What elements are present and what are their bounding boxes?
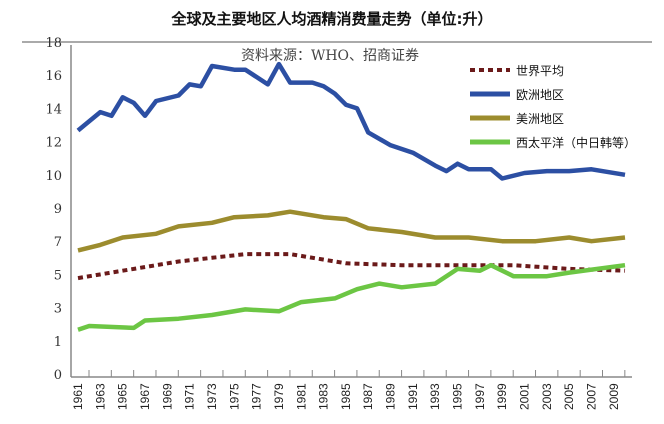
x-tick-label: 2001 bbox=[518, 383, 532, 410]
x-tick-label: 1985 bbox=[339, 383, 353, 410]
x-tick-label: 1991 bbox=[406, 383, 420, 410]
legend-label: 美洲地区 bbox=[516, 112, 564, 126]
x-tick-label: 1965 bbox=[116, 383, 130, 410]
x-tick-label: 1981 bbox=[294, 383, 308, 410]
x-tick-label: 1989 bbox=[384, 383, 398, 410]
x-tick-label: 1961 bbox=[71, 383, 85, 410]
y-tick-label: 1 bbox=[54, 335, 62, 350]
chart-title: 全球及主要地区人均酒精消费量走势（单位:升） bbox=[170, 10, 492, 28]
x-tick-label: 1993 bbox=[428, 383, 442, 410]
x-tick-label: 1983 bbox=[317, 383, 331, 410]
y-tick-label: 14 bbox=[45, 102, 62, 117]
legend-label: 欧洲地区 bbox=[516, 88, 564, 102]
series-line-2 bbox=[77, 209, 626, 253]
x-tick-label: 1987 bbox=[361, 383, 375, 410]
x-tick-label: 1997 bbox=[473, 383, 487, 410]
x-tick-label: 2009 bbox=[607, 383, 621, 410]
x-tick-label: 1975 bbox=[227, 383, 241, 410]
x-tick-label: 2007 bbox=[585, 383, 599, 410]
y-tick-label: 12 bbox=[45, 136, 62, 151]
y-tick-label: 0 bbox=[54, 368, 62, 383]
source-note: 资料来源：WHO、招商证券 bbox=[241, 48, 419, 64]
x-tick-label: 1995 bbox=[451, 383, 465, 410]
x-tick-label: 1999 bbox=[495, 383, 509, 410]
x-tick-label: 1977 bbox=[250, 383, 264, 410]
y-tick-label: 3 bbox=[54, 302, 62, 317]
legend-label: 西太平洋（中日韩等） bbox=[516, 135, 636, 150]
x-tick-label: 1973 bbox=[205, 383, 219, 410]
y-tick-label: 10 bbox=[45, 169, 62, 184]
x-tick-label: 1979 bbox=[272, 383, 286, 410]
series-line-3 bbox=[77, 262, 626, 332]
x-tick-label: 1971 bbox=[183, 383, 197, 410]
legend-label: 世界平均 bbox=[516, 64, 564, 78]
y-tick-label: 5 bbox=[54, 268, 62, 283]
y-tick-label: 16 bbox=[45, 69, 62, 84]
x-tick-label: 2003 bbox=[540, 383, 554, 410]
x-tick-label: 1969 bbox=[160, 383, 174, 410]
y-tick-label: 7 bbox=[54, 235, 62, 250]
series-line-0 bbox=[77, 252, 626, 281]
x-tick-label: 1967 bbox=[138, 383, 152, 410]
y-tick-label: 9 bbox=[54, 202, 62, 217]
x-tick-label: 1963 bbox=[93, 383, 107, 410]
x-tick-label: 2005 bbox=[562, 383, 576, 410]
y-tick-label: 18 bbox=[45, 36, 62, 51]
